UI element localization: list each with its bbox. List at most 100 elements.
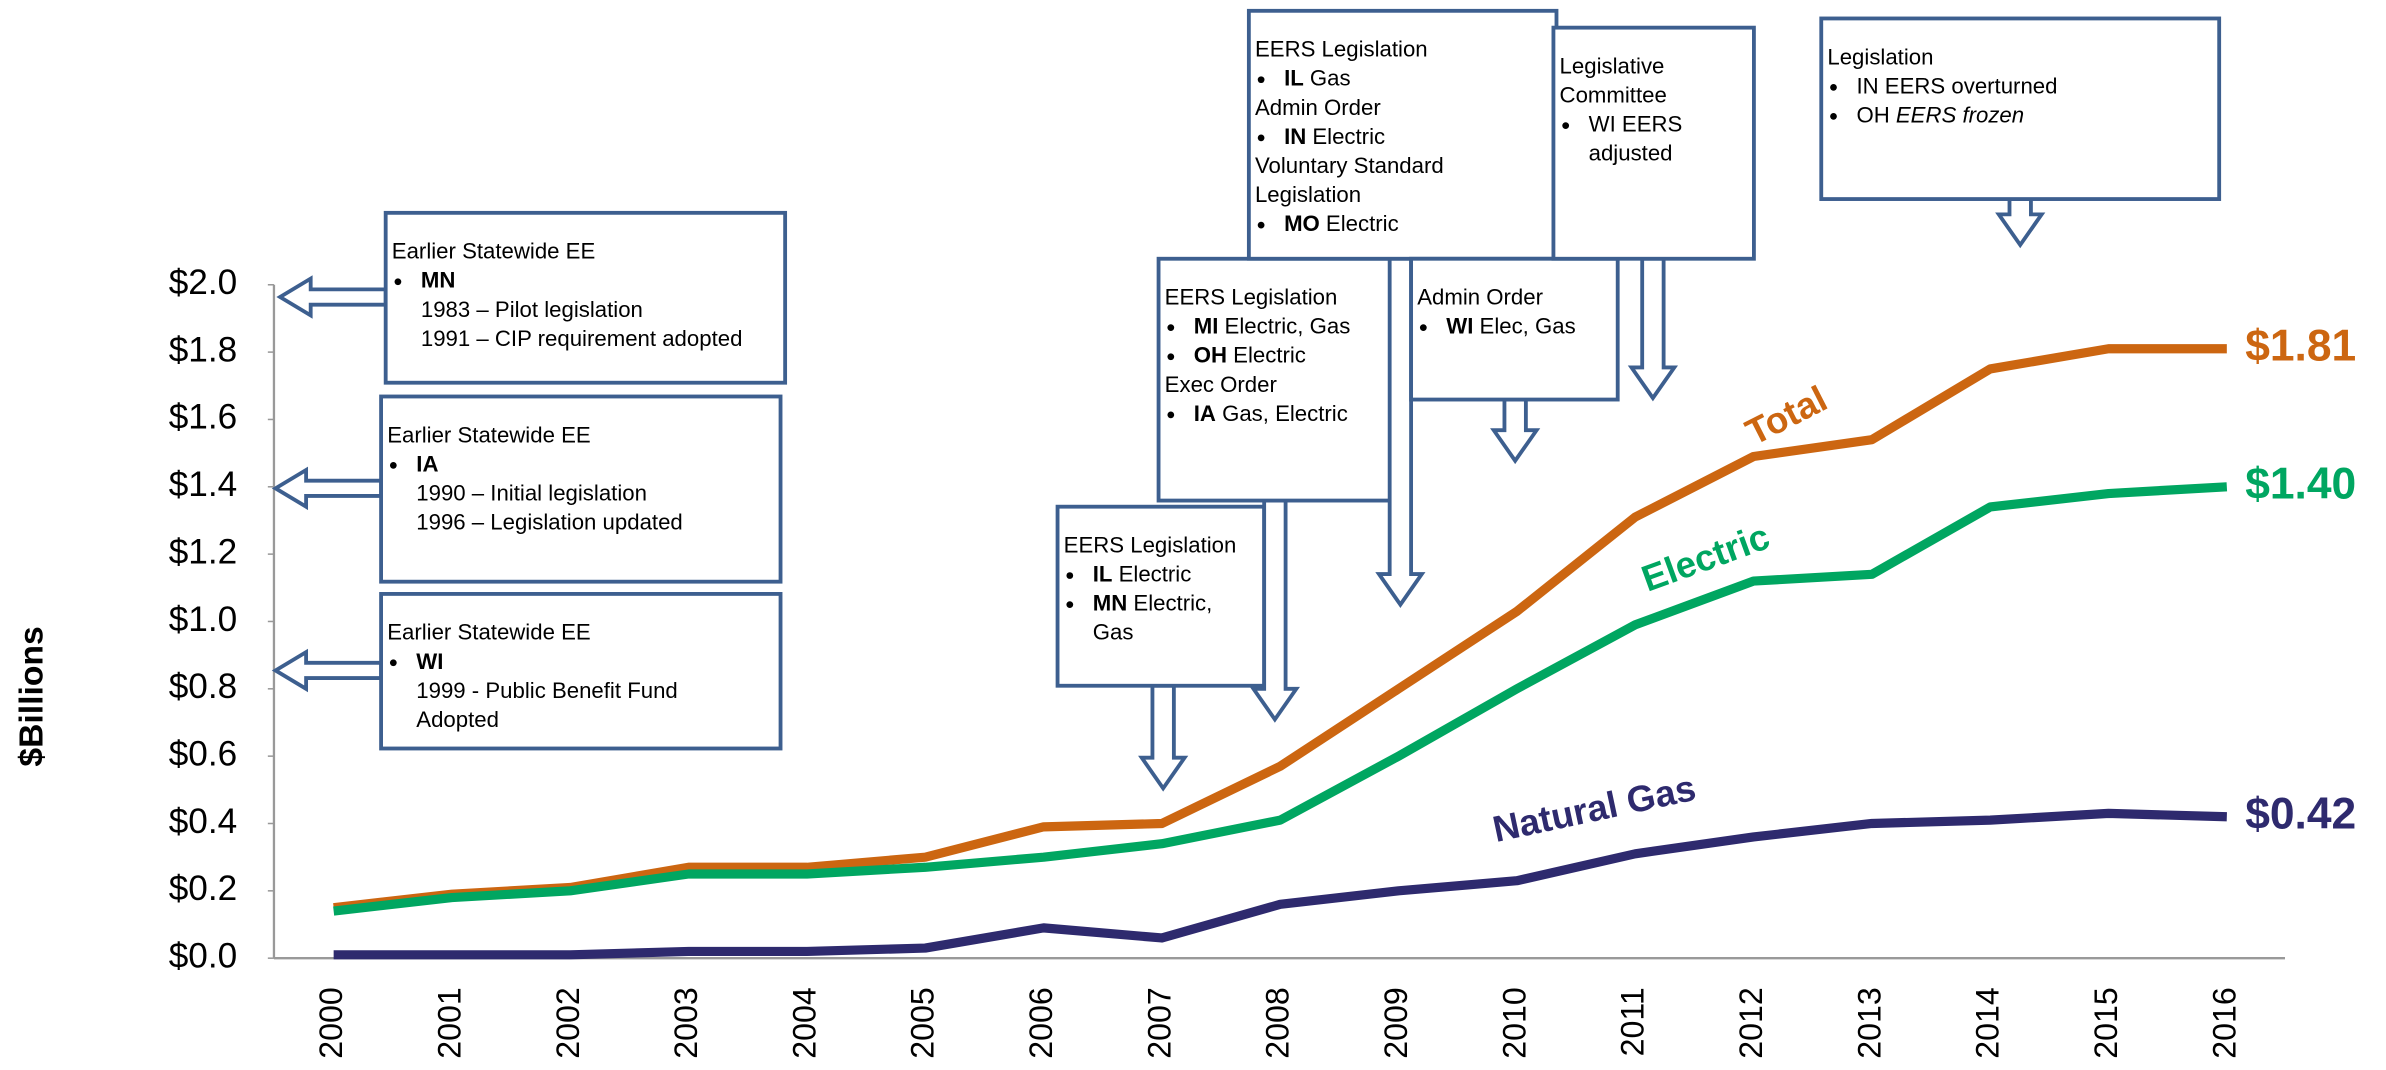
annotation-text: Electric, Gas — [1225, 313, 1351, 338]
annotation-text: OH — [1856, 102, 1889, 127]
annotation-text: IL — [1093, 561, 1113, 586]
annotation-line: Committee — [1560, 82, 1667, 107]
callout-arrow — [1627, 256, 1679, 402]
annotation: Legislation IN EERS overturned OH EERS froz… — [1819, 16, 2222, 249]
annotation-line: Legislation — [1827, 44, 1933, 69]
bullet — [1562, 122, 1570, 129]
x-tick-label: 2001 — [431, 987, 467, 1058]
annotation-line: IL Gas — [1284, 66, 1351, 91]
y-tick-label: $1.4 — [169, 465, 238, 504]
bullet — [1419, 324, 1427, 331]
bullet — [1830, 83, 1837, 91]
annotation-line: Adopted — [416, 707, 499, 732]
annotation-line: IN EERS overturned — [1856, 73, 2057, 98]
annotation-text: adjusted — [1589, 141, 1673, 166]
annotation-line: EERS Legislation — [1255, 36, 1428, 61]
annotation-text: Gas, Electric — [1222, 401, 1348, 426]
bullet — [1257, 134, 1265, 142]
series-line — [333, 482, 2228, 916]
callout-arrow — [1249, 498, 1300, 723]
series-label: Natural Gas — [1489, 767, 1699, 850]
x-tick-label: 2014 — [1970, 987, 2006, 1058]
bullet — [1257, 76, 1265, 84]
y-tick-label: $1.2 — [169, 532, 238, 571]
x-tick-label: 2006 — [1023, 987, 1059, 1058]
y-tick-label: $0.4 — [169, 802, 238, 841]
y-tick-label: $1.6 — [169, 398, 238, 437]
y-tick-label: $0.8 — [169, 667, 238, 706]
annotation-line: 1999 - Public Benefit Fund — [416, 678, 677, 703]
annotation-line: 1991 – CIP requirement adopted — [421, 326, 743, 351]
annotation: Earlier Statewide EE MN 1983 – Pilot legis… — [276, 210, 788, 385]
bullet — [1167, 324, 1175, 331]
annotation-line: WI Elec, Gas — [1446, 313, 1575, 338]
annotation-text: 1990 – Initial legislation — [416, 480, 647, 505]
annotation-text: EERS frozen — [1896, 102, 2024, 127]
x-tick-label: 2013 — [1851, 987, 1887, 1058]
annotation-line: IN Electric — [1284, 124, 1385, 149]
annotation-line: Earlier Statewide EE — [392, 238, 595, 263]
data-label: $0.42 — [2245, 789, 2356, 838]
bullet — [1167, 411, 1175, 419]
annotation-text: Adopted — [416, 707, 499, 732]
annotation-text: Electric — [1119, 561, 1192, 586]
annotation: EERS Legislation IL Electric MN Electric, Gas — [1055, 504, 1267, 792]
callout-arrow — [1995, 197, 2046, 249]
bullet — [389, 461, 397, 469]
annotation-line: IA Gas, Electric — [1194, 401, 1348, 426]
series-label: Electric — [1636, 516, 1775, 600]
bullet — [389, 659, 397, 667]
callout-arrow — [1138, 683, 1189, 792]
annotation: Earlier Statewide EE IA 1990 – Initial leg… — [271, 394, 783, 584]
bullet — [1167, 353, 1175, 361]
annotation-text: MN — [421, 268, 456, 293]
data-label: $1.40 — [2245, 460, 2356, 509]
bullet — [1066, 601, 1074, 609]
x-tick-label: 2002 — [550, 987, 586, 1058]
annotation-text: WI — [1446, 313, 1473, 338]
x-tick-label: 2011 — [1615, 987, 1651, 1056]
annotation-box — [383, 210, 788, 385]
annotation-box — [1246, 8, 1559, 261]
annotation-line: Gas — [1093, 620, 1134, 645]
annotation-box — [1819, 16, 2222, 201]
annotation: Admin Order WI Elec, Gas — [1409, 256, 1620, 465]
annotation-text: Legislation — [1827, 44, 1933, 69]
annotation-line: OH EERS frozen — [1856, 102, 2024, 127]
annotation-line: Voluntary Standard — [1255, 153, 1444, 178]
annotation-text: Electric, — [1133, 590, 1212, 615]
data-label: $1.81 — [2245, 321, 2356, 370]
annotation-text: Admin Order — [1417, 284, 1543, 309]
annotation-line: Legislative — [1560, 53, 1665, 78]
annotation-text: Committee — [1560, 82, 1667, 107]
series-line — [333, 808, 2227, 960]
x-tick-label: 2003 — [668, 987, 704, 1058]
annotation-text: Elec, Gas — [1480, 313, 1576, 338]
annotation-line: adjusted — [1589, 141, 1673, 166]
x-tick-label: 2015 — [2088, 987, 2124, 1058]
y-tick-label: $2.0 — [169, 263, 238, 302]
annotation-text: IA — [1194, 401, 1216, 426]
x-tick-label: 2000 — [313, 987, 349, 1058]
annotation-text: Earlier Statewide EE — [387, 422, 590, 447]
annotation-text: Exec Order — [1165, 372, 1278, 397]
y-tick-label: $0.2 — [169, 869, 238, 908]
x-tick-label: 2009 — [1378, 987, 1414, 1058]
annotation-text: IA — [416, 451, 438, 476]
annotation-text: IL — [1284, 66, 1304, 91]
bullet — [1830, 113, 1837, 120]
annotation: EERS Legislation IL Gas Admin Order IN Electr… — [1246, 8, 1559, 608]
annotation-line: MN — [421, 268, 456, 293]
annotation-box — [1551, 25, 1756, 261]
annotation-line: WI — [416, 649, 443, 674]
annotation-text: 1999 - Public Benefit Fund — [416, 678, 677, 703]
x-tick-label: 2005 — [905, 987, 941, 1058]
annotation-text: Electric — [1312, 124, 1385, 149]
annotation-box — [1409, 256, 1620, 402]
callout-arrow — [271, 466, 383, 511]
annotation-text: EERS Legislation — [1165, 284, 1338, 309]
annotation-line: Admin Order — [1255, 95, 1381, 120]
annotation-text: EERS Legislation — [1064, 532, 1237, 557]
series-label: Total — [1739, 378, 1833, 453]
